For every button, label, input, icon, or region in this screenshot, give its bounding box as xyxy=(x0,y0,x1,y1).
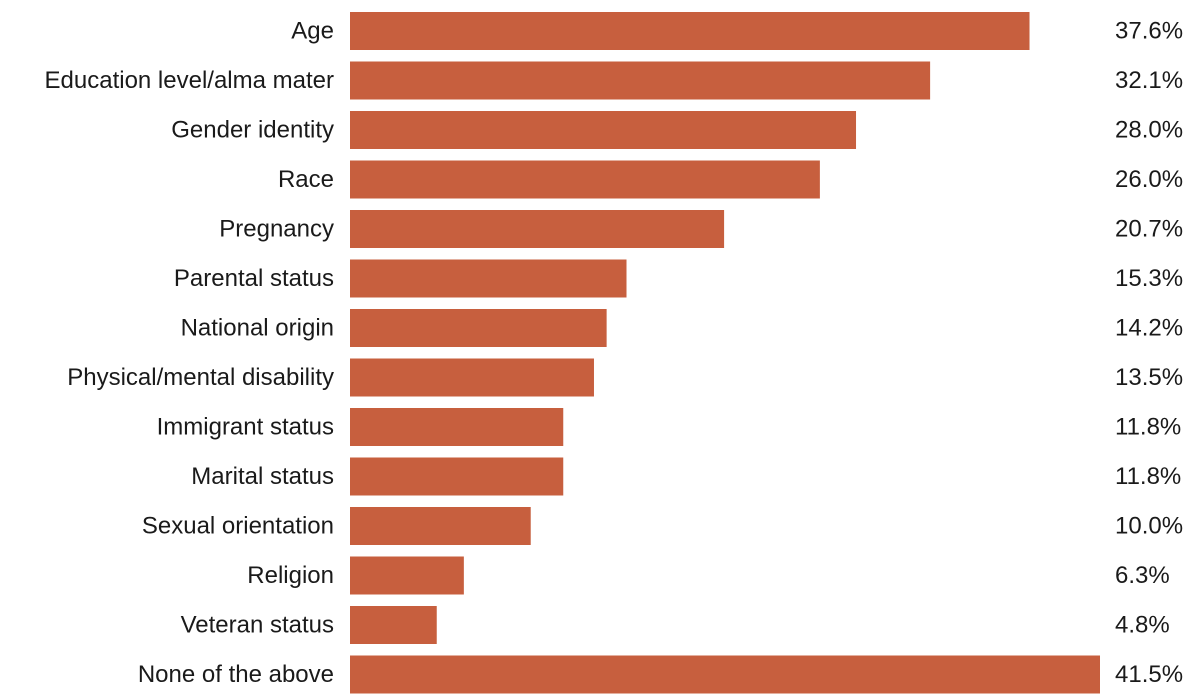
category-label: None of the above xyxy=(138,661,334,688)
value-label: 41.5% xyxy=(1115,661,1183,688)
value-label: 14.2% xyxy=(1115,315,1183,342)
bar xyxy=(350,160,820,199)
bar xyxy=(350,61,931,100)
value-label: 15.3% xyxy=(1115,265,1183,292)
bars xyxy=(350,12,1100,694)
bar xyxy=(350,12,1030,50)
category-label: Education level/alma mater xyxy=(45,67,334,94)
bar xyxy=(350,408,564,446)
bar xyxy=(350,259,627,298)
category-label: Religion xyxy=(247,562,334,589)
category-label: Gender identity xyxy=(171,117,334,144)
category-label: Marital status xyxy=(191,463,334,490)
category-label: Age xyxy=(291,18,334,45)
bar xyxy=(350,358,594,397)
category-labels: Age Education level/alma mater Gender iden… xyxy=(45,18,334,689)
bar xyxy=(350,606,437,644)
category-label: Immigrant status xyxy=(157,414,334,441)
category-label: National origin xyxy=(181,315,334,342)
category-label: Physical/mental disability xyxy=(67,364,334,391)
bar xyxy=(350,210,725,248)
value-labels: 37.6% 32.1% 28.0% 26.0% 20.7% 15.3% 14.2% 13.5%… xyxy=(1115,18,1183,689)
category-label: Parental status xyxy=(174,265,334,292)
value-label: 20.7% xyxy=(1115,216,1183,243)
bar xyxy=(350,309,607,347)
category-label: Veteran status xyxy=(181,612,334,639)
value-label: 37.6% xyxy=(1115,18,1183,45)
bar xyxy=(350,111,857,149)
bar xyxy=(350,507,531,545)
bar xyxy=(350,655,1100,694)
bar xyxy=(350,457,564,496)
value-label: 11.8% xyxy=(1115,463,1181,490)
value-label: 26.0% xyxy=(1115,166,1183,193)
value-label: 4.8% xyxy=(1115,612,1170,639)
value-label: 32.1% xyxy=(1115,67,1183,94)
value-label: 10.0% xyxy=(1115,513,1183,540)
bar xyxy=(350,556,464,595)
value-label: 28.0% xyxy=(1115,117,1183,144)
category-label: Pregnancy xyxy=(219,216,334,243)
category-label: Sexual orientation xyxy=(142,513,334,540)
value-label: 13.5% xyxy=(1115,364,1183,391)
value-label: 11.8% xyxy=(1115,414,1181,441)
category-label: Race xyxy=(278,166,334,193)
value-label: 6.3% xyxy=(1115,562,1170,589)
